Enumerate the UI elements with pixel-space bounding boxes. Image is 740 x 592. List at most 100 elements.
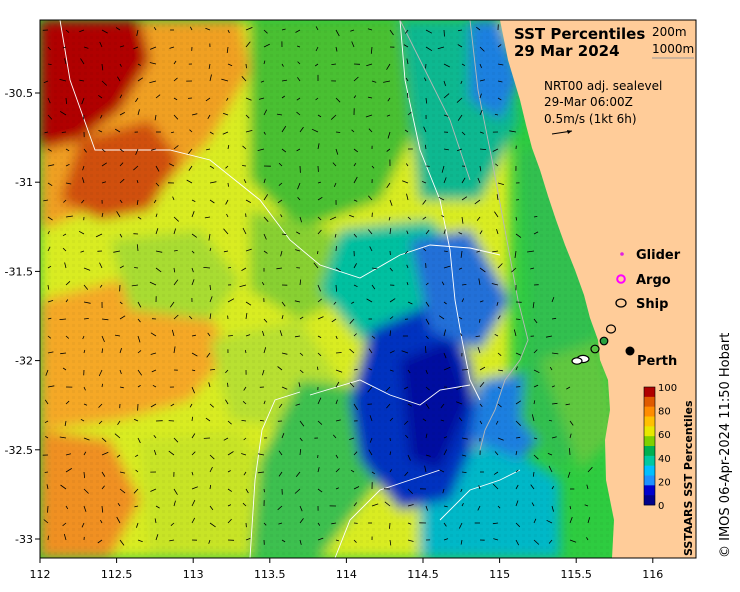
current-vector — [241, 76, 247, 82]
current-vector — [137, 63, 141, 66]
current-vector — [191, 499, 196, 507]
current-vector — [317, 298, 322, 303]
current-vector — [209, 403, 214, 408]
current-vector — [227, 63, 233, 67]
current-vector — [209, 199, 215, 204]
current-vector — [404, 471, 409, 477]
glider-icon — [620, 252, 624, 256]
current-vector — [119, 315, 126, 320]
current-vector — [297, 77, 301, 82]
current-vector — [209, 454, 215, 460]
current-vector — [295, 471, 301, 477]
model-name: NRT00 adj. sealevel — [544, 79, 662, 93]
current-vector — [492, 250, 499, 253]
current-vector — [425, 318, 430, 325]
current-vector — [461, 131, 466, 136]
current-vector — [407, 369, 411, 374]
current-vector — [533, 231, 539, 235]
current-vector — [223, 437, 229, 441]
current-vector — [281, 148, 287, 153]
current-vector — [244, 349, 247, 354]
current-vector — [169, 539, 175, 542]
current-vector — [551, 385, 555, 388]
current-vector — [83, 386, 86, 391]
current-vector — [262, 369, 265, 376]
current-vector — [152, 384, 157, 388]
current-vector — [239, 284, 247, 288]
current-vector — [135, 148, 139, 155]
current-vector — [461, 298, 465, 303]
argo-icon — [616, 274, 626, 284]
current-vector — [353, 176, 358, 184]
current-vector — [533, 539, 540, 545]
current-vector — [353, 451, 358, 456]
current-vector — [114, 128, 121, 133]
current-vector — [461, 216, 464, 224]
current-vector — [222, 131, 229, 135]
current-vector — [425, 229, 430, 235]
current-vector — [461, 196, 468, 201]
current-vector — [134, 454, 139, 458]
current-vector — [155, 228, 159, 235]
current-vector — [150, 488, 157, 492]
current-vector — [116, 454, 121, 458]
current-vector — [119, 369, 122, 375]
current-vector — [479, 131, 484, 134]
current-vector — [493, 471, 499, 475]
current-vector — [551, 352, 559, 355]
current-vector — [299, 449, 302, 456]
current-vector — [370, 46, 373, 54]
current-vector — [317, 522, 321, 526]
current-vector — [173, 500, 176, 507]
current-vector — [296, 45, 301, 48]
current-vector — [150, 148, 157, 151]
colorbar-tick-label: 80 — [658, 407, 671, 418]
isobath-contours — [59, 20, 521, 558]
current-vector — [367, 28, 373, 31]
current-vector — [425, 505, 428, 511]
current-vector — [281, 63, 284, 67]
current-vector — [65, 400, 70, 405]
scale-arrow-icon — [551, 130, 573, 135]
current-vector — [313, 262, 319, 269]
current-vector — [477, 346, 481, 354]
current-vector — [479, 46, 485, 52]
current-vector — [299, 316, 304, 320]
current-vector — [191, 250, 195, 254]
current-vector — [425, 369, 428, 374]
current-vector — [350, 469, 355, 473]
current-vector — [82, 165, 85, 171]
current-vector — [119, 301, 123, 305]
current-vector — [243, 471, 247, 476]
current-vector — [170, 131, 175, 134]
current-vector — [533, 437, 538, 440]
current-vector — [225, 165, 229, 169]
colorbar-tick-label: 60 — [658, 430, 671, 441]
current-vector — [515, 420, 521, 426]
current-vector — [47, 505, 49, 513]
current-vector — [533, 384, 539, 388]
current-vector — [134, 505, 139, 508]
current-vector — [476, 26, 481, 31]
current-vector — [425, 403, 430, 409]
depth-1000-label: 1000m — [652, 42, 694, 56]
current-vector — [335, 381, 340, 388]
current-vector — [263, 233, 267, 240]
current-vector — [497, 505, 501, 509]
current-vector — [262, 330, 265, 337]
current-vector — [173, 279, 179, 286]
current-vector — [227, 504, 232, 507]
current-vector — [227, 470, 231, 473]
current-vector — [479, 381, 485, 388]
current-vector — [315, 46, 319, 52]
current-vector — [425, 46, 433, 52]
current-vector — [154, 114, 157, 121]
current-vector — [315, 26, 319, 31]
current-vector — [403, 386, 409, 390]
current-vector — [311, 128, 319, 133]
current-vector — [263, 400, 266, 405]
current-vector — [569, 433, 572, 439]
current-vector — [119, 539, 125, 546]
current-vector — [83, 349, 86, 354]
current-vector — [44, 420, 49, 424]
